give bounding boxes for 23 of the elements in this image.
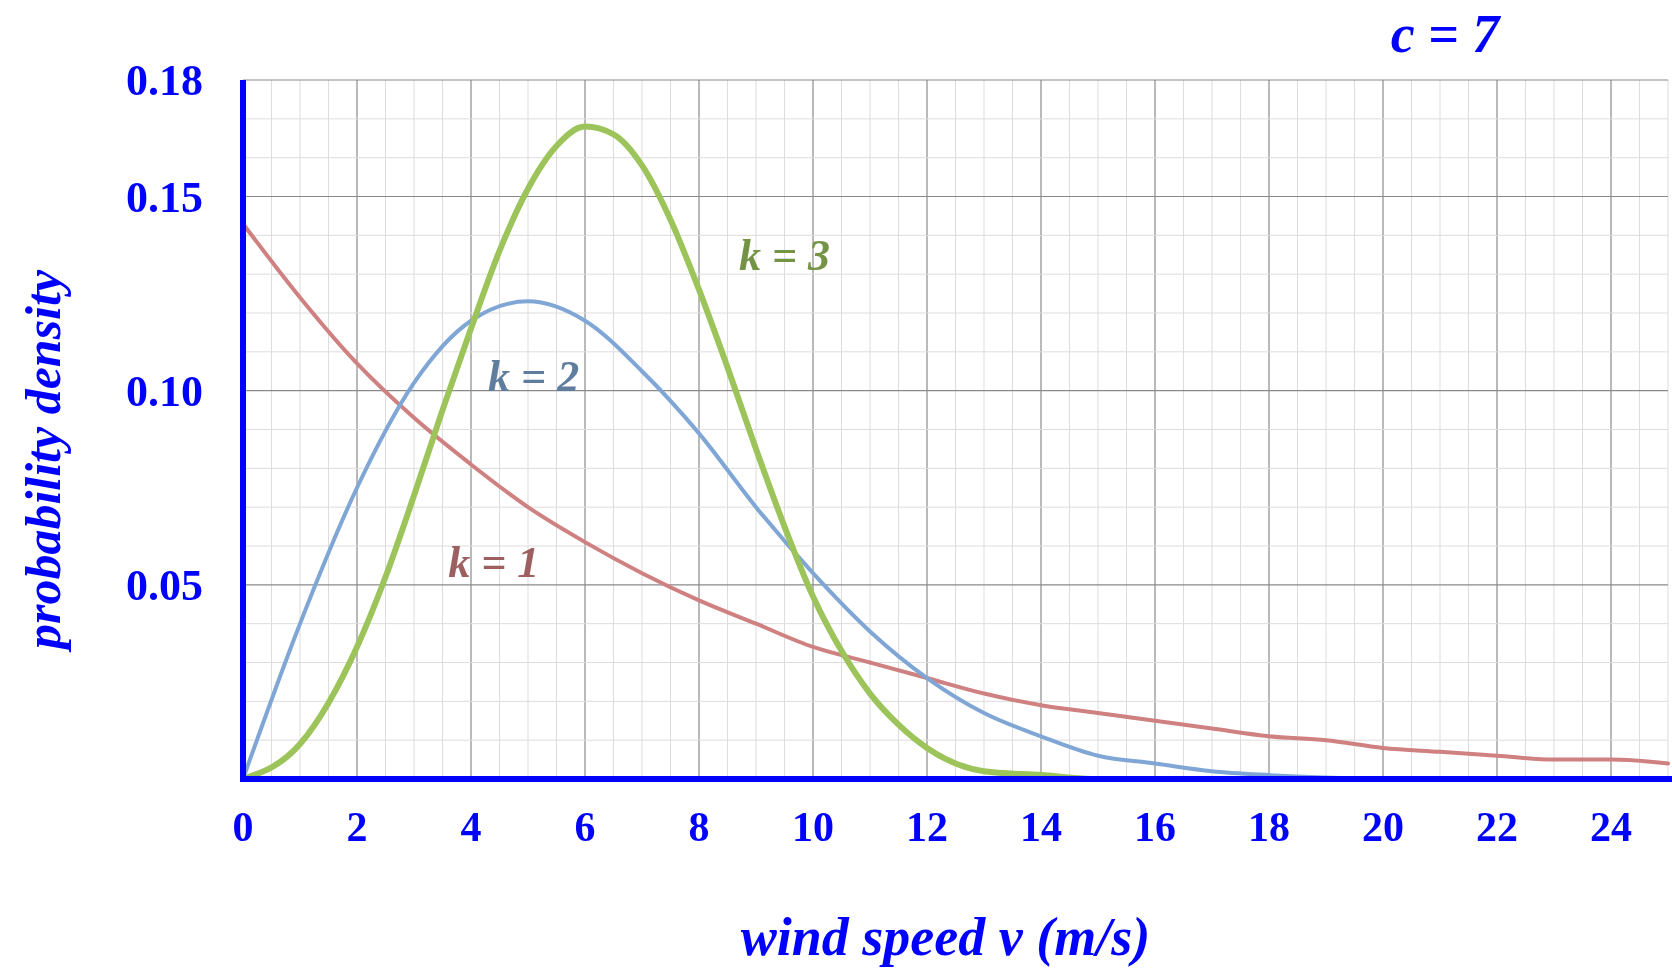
text: c = 7 — [1390, 4, 1502, 64]
x-axis-title: wind speed v (m/s) — [740, 907, 1151, 967]
y-tick-label: 0.18 — [126, 56, 203, 106]
x-tick-label: 6 — [574, 804, 596, 850]
y-tick-label: 0.05 — [126, 561, 203, 611]
x-tick-label: 22 — [1476, 804, 1518, 850]
x-tick-label: 10 — [792, 804, 834, 850]
y-tick-label: 0.15 — [126, 172, 203, 222]
x-tick-label: 2 — [346, 804, 368, 850]
x-tick-label: 16 — [1134, 804, 1176, 850]
x-tick-label: 18 — [1248, 804, 1290, 850]
x-tick-label: 0 — [232, 804, 254, 850]
x-tick-label: 14 — [1020, 804, 1062, 850]
x-tick-label: 24 — [1590, 804, 1632, 850]
x-tick-label: 12 — [906, 804, 948, 850]
x-tick-label: 4 — [460, 804, 482, 850]
y-tick-label: 0.10 — [126, 367, 203, 417]
series-label: k = 3 — [738, 231, 830, 281]
series-label: k = 2 — [488, 351, 580, 401]
series-label: k = 1 — [448, 538, 540, 588]
x-tick-label: 8 — [688, 804, 710, 850]
x-tick-label: 20 — [1362, 804, 1404, 850]
y-axis-title: probability density — [15, 269, 71, 654]
